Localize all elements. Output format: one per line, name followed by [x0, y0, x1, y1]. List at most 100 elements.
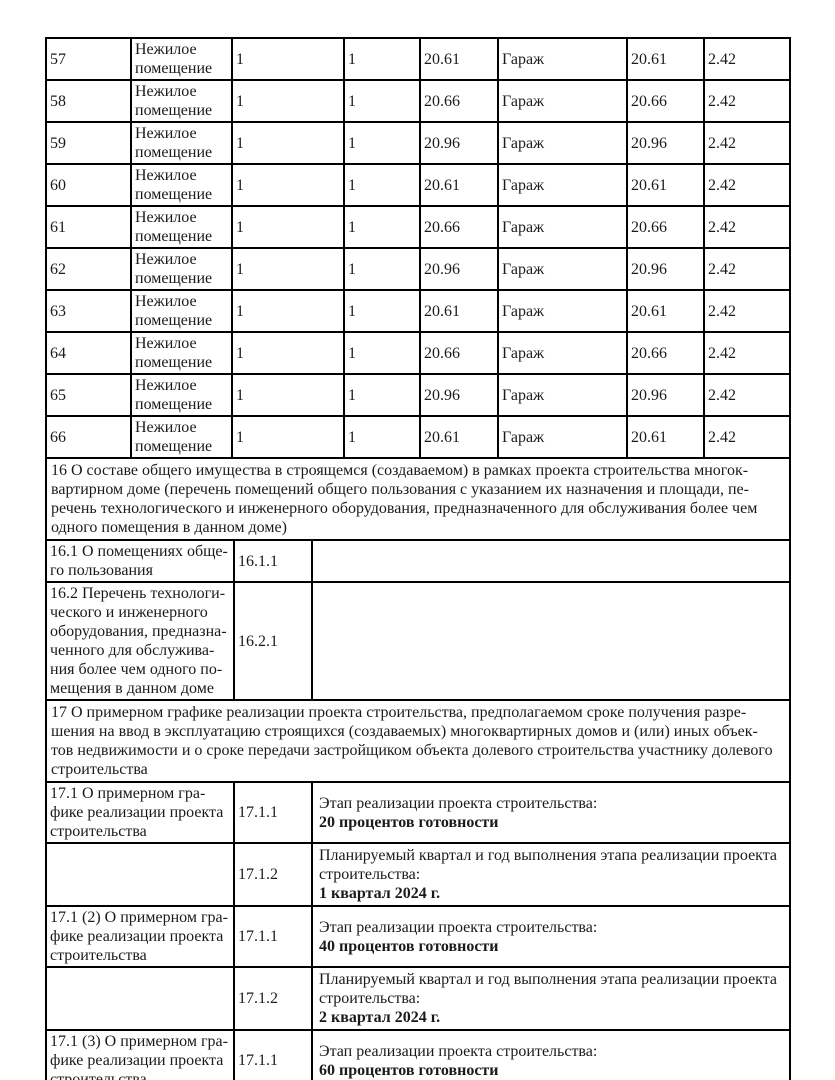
unit-number: 65	[45, 373, 132, 417]
unit-type: Нежилое помещение	[130, 79, 233, 123]
unit-number: 58	[45, 79, 132, 123]
unit-area-total: 20.61	[626, 37, 705, 81]
section-17-header-row: 17 О примерном графике реализации проект…	[44, 699, 792, 783]
unit-type: Нежилое помещение	[130, 247, 233, 291]
unit-area: 20.61	[419, 415, 499, 459]
unit-extra: 2.42	[703, 373, 791, 417]
unit-floor: 1	[231, 205, 345, 249]
stage-text: Этап реализации проекта строительства:	[319, 1042, 598, 1060]
unit-purpose: Гараж	[497, 247, 628, 291]
section-17-stage2-date-row: 17.1.2 Планируемый квартал и год выполне…	[45, 966, 792, 1031]
unit-extra: 2.42	[703, 121, 791, 165]
stage-text: Этап реализации проекта строительства:	[319, 794, 598, 812]
section-16-1-label: 16.1 О помещениях обще- го пользования	[45, 539, 235, 583]
stage-value-bold: 2 квартал 2024 г.	[319, 1009, 441, 1026]
unit-number: 64	[45, 331, 132, 375]
unit-type: Нежилое помещение	[130, 415, 233, 459]
unit-type: Нежилое помещение	[130, 37, 233, 81]
unit-area: 20.96	[419, 373, 499, 417]
unit-floor: 1	[231, 37, 345, 81]
unit-type: Нежилое помещение	[130, 163, 233, 207]
section-16-1-code: 16.1.1	[233, 539, 313, 583]
unit-number: 61	[45, 205, 132, 249]
unit-entrance: 1	[343, 331, 421, 375]
unit-number: 66	[45, 415, 132, 459]
unit-row: 65 Нежилое помещение 1 1 20.96 Гараж 20.…	[45, 373, 791, 417]
unit-purpose: Гараж	[497, 205, 628, 249]
unit-area: 20.96	[419, 247, 499, 291]
section-17-empty-label	[45, 966, 235, 1031]
unit-purpose: Гараж	[497, 289, 628, 333]
unit-extra: 2.42	[703, 37, 791, 81]
stage-text: Этап реализации проекта строительства:	[319, 918, 598, 936]
unit-entrance: 1	[343, 373, 421, 417]
unit-type: Нежилое помещение	[130, 121, 233, 165]
section-16-header: 16 О составе общего имущества в строящем…	[44, 457, 792, 541]
section-17-stage1-date-value: Планируемый квартал и год выполнения эта…	[310, 842, 792, 907]
unit-area-total: 20.96	[626, 373, 705, 417]
unit-area: 20.66	[419, 205, 499, 249]
unit-area-total: 20.61	[626, 415, 705, 459]
unit-number: 59	[45, 121, 132, 165]
unit-floor: 1	[231, 247, 345, 291]
unit-area-total: 20.66	[626, 331, 705, 375]
unit-purpose: Гараж	[497, 163, 628, 207]
unit-area-total: 20.66	[626, 79, 705, 123]
section-17-stage3-row: 17.1 (3) О примерном гра- фике реализаци…	[45, 1029, 792, 1080]
unit-area: 20.61	[419, 37, 499, 81]
section-16-2-row: 16.2 Перечень технологи- ческого и инжен…	[45, 581, 792, 701]
section-17-stage2-date-value: Планируемый квартал и год выполнения эта…	[310, 966, 792, 1031]
section-17-stage1-row: 17.1 О примерном гра- фике реализации пр…	[45, 781, 792, 844]
unit-purpose: Гараж	[497, 331, 628, 375]
section-16-1-value	[310, 539, 792, 583]
unit-area-total: 20.61	[626, 289, 705, 333]
unit-area: 20.66	[419, 331, 499, 375]
unit-area-total: 20.96	[626, 247, 705, 291]
stage-value-bold: 1 квартал 2024 г.	[319, 885, 441, 902]
unit-row: 58 Нежилое помещение 1 1 20.66 Гараж 20.…	[45, 79, 791, 123]
unit-entrance: 1	[343, 289, 421, 333]
unit-extra: 2.42	[703, 415, 791, 459]
stage-value-bold: 40 процентов готовности	[319, 937, 499, 955]
unit-floor: 1	[231, 79, 345, 123]
stage-text: Планируемый квартал и год выполнения эта…	[319, 847, 778, 883]
section-17-stage2-code: 17.1.1	[233, 905, 313, 968]
unit-area-total: 20.61	[626, 163, 705, 207]
unit-number: 63	[45, 289, 132, 333]
unit-floor: 1	[231, 289, 345, 333]
stage-value-bold: 60 процентов готовности	[319, 1061, 499, 1079]
unit-extra: 2.42	[703, 79, 791, 123]
unit-extra: 2.42	[703, 331, 791, 375]
unit-row: 60 Нежилое помещение 1 1 20.61 Гараж 20.…	[45, 163, 791, 207]
unit-purpose: Гараж	[497, 415, 628, 459]
unit-entrance: 1	[343, 205, 421, 249]
section-17-stage3-value: Этап реализации проекта строительства: 6…	[310, 1029, 792, 1080]
unit-area: 20.61	[419, 289, 499, 333]
section-16-2-value	[310, 581, 792, 701]
section-17-empty-label	[45, 842, 235, 907]
unit-floor: 1	[231, 373, 345, 417]
section-17-stage3-code: 17.1.1	[233, 1029, 313, 1080]
unit-type: Нежилое помещение	[130, 205, 233, 249]
unit-row: 61 Нежилое помещение 1 1 20.66 Гараж 20.…	[45, 205, 791, 249]
section-17-stage3-label: 17.1 (3) О примерном гра- фике реализаци…	[45, 1029, 235, 1080]
unit-extra: 2.42	[703, 247, 791, 291]
unit-area-total: 20.96	[626, 121, 705, 165]
unit-entrance: 1	[343, 37, 421, 81]
section-16-header-row: 16 О составе общего имущества в строящем…	[44, 457, 792, 541]
unit-entrance: 1	[343, 121, 421, 165]
unit-row: 59 Нежилое помещение 1 1 20.96 Гараж 20.…	[45, 121, 791, 165]
unit-row: 62 Нежилое помещение 1 1 20.96 Гараж 20.…	[45, 247, 791, 291]
unit-entrance: 1	[343, 415, 421, 459]
unit-purpose: Гараж	[497, 79, 628, 123]
section-17-stage2-date-code: 17.1.2	[233, 966, 313, 1031]
section-16-2-label: 16.2 Перечень технологи- ческого и инжен…	[45, 581, 235, 701]
unit-floor: 1	[231, 121, 345, 165]
units-table: 57 Нежилое помещение 1 1 20.61 Гараж 20.…	[45, 37, 791, 459]
unit-purpose: Гараж	[497, 37, 628, 81]
unit-floor: 1	[231, 415, 345, 459]
declaration-document: 57 Нежилое помещение 1 1 20.61 Гараж 20.…	[44, 37, 792, 1080]
sections-table: 16 О составе общего имущества в строящем…	[44, 457, 792, 1080]
unit-area: 20.61	[419, 163, 499, 207]
unit-row: 66 Нежилое помещение 1 1 20.61 Гараж 20.…	[45, 415, 791, 459]
